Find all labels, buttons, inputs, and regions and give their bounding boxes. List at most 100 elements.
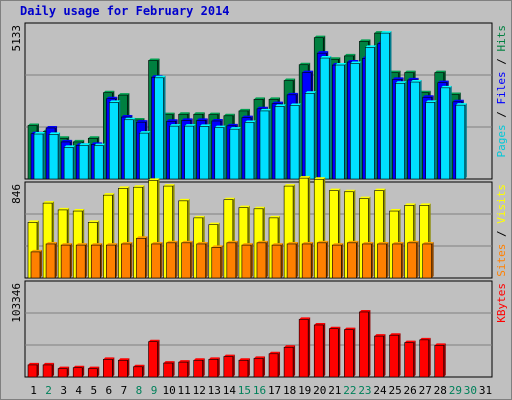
day-label-22: 22	[343, 384, 356, 397]
bar-pages-day-20-side	[329, 56, 332, 179]
bar-hits-day-5-top	[88, 136, 100, 139]
bar-sites-day-12	[196, 243, 207, 279]
day-label-21: 21	[328, 384, 341, 397]
bar-pages-day-28	[440, 87, 451, 180]
bar-pages-day-22-top	[350, 61, 362, 64]
bar-files-day-20-top	[317, 51, 329, 54]
bar-pages-day-8-top	[139, 131, 151, 134]
bar-pages-day-9-side	[163, 75, 166, 179]
bar-pages-day-3	[63, 147, 74, 180]
bar-kbytes-day-4-top	[73, 365, 85, 368]
bar-pages-day-6-top	[109, 100, 121, 103]
bar-sites-day-24-top	[377, 241, 389, 244]
bar-pages-day-29	[455, 104, 466, 180]
day-label-24: 24	[373, 384, 387, 397]
bar-kbytes-day-28-top	[434, 343, 446, 346]
bar-visits-day-17-top	[269, 215, 281, 218]
bar-sites-day-13	[211, 247, 222, 279]
bar-kbytes-day-17-side	[278, 351, 281, 377]
bar-pages-day-15	[244, 122, 255, 180]
bar-pages-day-1-top	[34, 132, 45, 135]
bar-sites-day-23-top	[362, 241, 374, 244]
day-label-28: 28	[434, 384, 447, 397]
bar-visits-day-16-top	[253, 206, 265, 209]
legend-bottom: KBytes	[495, 283, 508, 323]
bar-pages-day-2	[48, 134, 59, 180]
bar-kbytes-day-26	[404, 342, 414, 378]
legend-pages: Pages	[495, 124, 508, 157]
bar-pages-day-13-side	[223, 125, 226, 179]
bar-hits-day-12-top	[193, 112, 205, 115]
bar-hits-day-23-top	[359, 39, 371, 42]
bar-sites-day-21	[331, 244, 342, 279]
bar-files-day-26-top	[407, 77, 419, 80]
day-label-11: 11	[178, 384, 191, 397]
bar-sites-day-20	[316, 242, 327, 279]
bar-pages-day-18-side	[299, 103, 302, 179]
bar-kbytes-day-9-side	[157, 339, 160, 377]
day-label-10: 10	[162, 384, 175, 397]
bar-sites-day-18	[286, 243, 297, 279]
day-label-16: 16	[253, 384, 266, 397]
bar-pages-day-15-top	[244, 120, 256, 123]
bar-files-day-8-top	[136, 120, 148, 123]
bar-kbytes-day-13-top	[208, 357, 220, 360]
bar-kbytes-day-8-top	[133, 364, 145, 367]
bar-sites-day-20-side	[326, 240, 329, 278]
bar-pages-day-27	[425, 102, 435, 180]
bar-sites-day-27-top	[422, 241, 434, 244]
bar-kbytes-day-8-side	[142, 364, 145, 377]
bar-sites-day-21-side	[341, 243, 344, 278]
bar-pages-day-21-side	[344, 63, 347, 180]
bar-pages-day-7-side	[133, 117, 136, 179]
bar-sites-day-14-side	[235, 240, 238, 278]
bar-sites-day-1-side	[40, 249, 42, 278]
bar-sites-day-4-side	[85, 243, 88, 278]
bar-sites-day-19-side	[311, 241, 314, 278]
bar-visits-day-9-top	[148, 178, 160, 181]
bar-sites-day-7-top	[121, 241, 133, 244]
bar-visits-day-21-top	[329, 188, 341, 191]
bar-sites-day-13-top	[211, 245, 223, 248]
bar-hits-day-8-top	[133, 118, 145, 121]
bar-sites-day-13-side	[220, 245, 223, 278]
bar-pages-day-9	[154, 77, 164, 180]
bar-kbytes-day-5-side	[97, 366, 100, 377]
bar-kbytes-day-23	[359, 311, 369, 378]
bar-files-day-16-top	[256, 106, 268, 109]
bar-sites-day-9-top	[151, 241, 163, 244]
bar-visits-day-13-top	[208, 222, 220, 225]
day-label-14: 14	[223, 384, 237, 397]
bar-pages-day-26-top	[410, 80, 422, 83]
bar-visits-day-27-top	[419, 203, 431, 206]
bar-kbytes-day-26-top	[404, 340, 416, 343]
day-label-18: 18	[283, 384, 296, 397]
bar-kbytes-day-1-side	[37, 362, 39, 377]
day-label-13: 13	[208, 384, 221, 397]
bar-sites-day-7-side	[130, 241, 133, 278]
day-label-30: 30	[464, 384, 477, 397]
bar-files-day-19-top	[302, 70, 314, 73]
bar-pages-day-25-side	[404, 81, 407, 179]
bar-sites-day-17	[271, 244, 282, 279]
bar-kbytes-day-14	[223, 356, 234, 378]
bar-pages-day-19-top	[305, 91, 317, 94]
bar-files-day-15-top	[241, 115, 253, 118]
bar-hits-day-21-top	[329, 57, 341, 60]
bar-files-day-22-top	[347, 59, 359, 62]
bar-pages-day-29-side	[464, 103, 467, 179]
bar-pages-day-2-side	[58, 132, 61, 179]
legend-kbytes: KBytes	[495, 283, 508, 323]
bar-hits-day-9-top	[148, 58, 160, 61]
bar-pages-day-23	[365, 47, 375, 180]
day-label-2: 2	[45, 384, 52, 397]
bar-kbytes-day-28	[434, 345, 445, 378]
bar-kbytes-day-3-side	[67, 366, 70, 377]
bar-sites-day-2	[45, 243, 56, 279]
bar-kbytes-day-6	[103, 359, 113, 378]
bar-pages-day-17	[274, 106, 285, 180]
bar-visits-day-10-top	[163, 184, 175, 187]
bar-pages-day-24	[380, 32, 390, 180]
bar-kbytes-day-19-top	[299, 317, 311, 320]
day-label-6: 6	[106, 384, 113, 397]
